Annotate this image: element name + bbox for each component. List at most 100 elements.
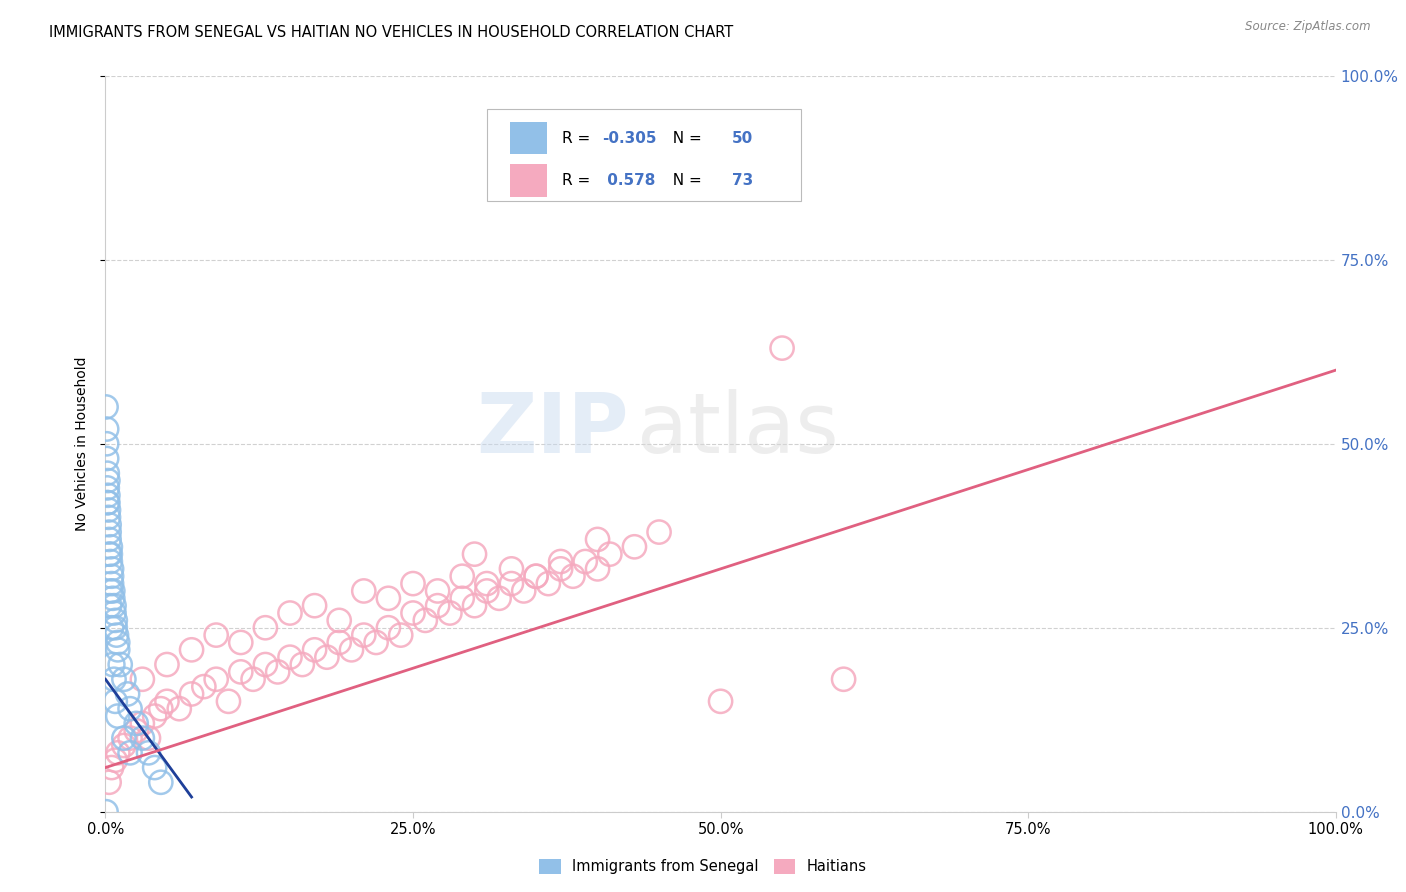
Point (131, 673, 153, 687)
FancyBboxPatch shape (486, 109, 800, 201)
Point (832, 673, 855, 687)
Point (120, 701, 141, 715)
Point (103, 599, 125, 613)
Point (156, 694, 179, 708)
Point (562, 569, 585, 583)
Point (105, 628, 128, 642)
Point (488, 591, 510, 606)
Point (120, 746, 141, 760)
Point (315, 650, 337, 665)
Text: R =: R = (562, 173, 595, 188)
Point (156, 657, 179, 672)
Point (623, 540, 645, 554)
Point (98, 540, 122, 554)
Point (205, 673, 228, 687)
Point (451, 591, 474, 606)
Point (98, 517, 121, 532)
Point (586, 562, 609, 576)
Point (112, 673, 135, 687)
Point (100, 760, 122, 774)
Point (125, 716, 148, 731)
Text: Source: ZipAtlas.com: Source: ZipAtlas.com (1246, 20, 1371, 33)
Point (97, 474, 120, 488)
Point (328, 635, 350, 649)
Point (149, 701, 172, 715)
Point (143, 709, 166, 723)
Point (98, 599, 121, 613)
Y-axis label: No Vehicles in Household: No Vehicles in Household (75, 357, 89, 531)
Point (107, 635, 129, 649)
Point (353, 628, 375, 642)
Point (96, 496, 118, 510)
Point (100, 569, 122, 583)
Point (96, 422, 118, 436)
Point (110, 657, 132, 672)
Point (513, 583, 536, 598)
Point (550, 562, 572, 576)
Point (96, 481, 118, 495)
Point (104, 694, 127, 708)
Point (101, 591, 124, 606)
Point (94, 805, 117, 819)
Point (770, 341, 793, 355)
Bar (510, 122, 547, 154)
Point (501, 562, 523, 576)
Text: N =: N = (662, 173, 706, 188)
Point (402, 606, 425, 620)
Text: R =: R = (562, 130, 595, 145)
Point (426, 599, 449, 613)
Point (524, 569, 547, 583)
Point (278, 650, 301, 665)
Point (377, 591, 399, 606)
Point (96, 466, 118, 480)
Text: atlas: atlas (637, 389, 838, 469)
Point (98, 775, 121, 789)
Point (100, 562, 122, 576)
Point (112, 739, 135, 753)
Point (291, 657, 314, 672)
Point (254, 621, 277, 635)
Point (100, 621, 122, 635)
Point (125, 723, 148, 738)
Point (229, 635, 252, 649)
Point (120, 731, 141, 746)
Point (97, 510, 120, 524)
Point (267, 665, 290, 679)
Point (439, 606, 461, 620)
Point (710, 694, 733, 708)
Point (451, 569, 474, 583)
Point (550, 554, 572, 569)
Point (98, 533, 121, 547)
Point (648, 524, 671, 539)
Point (229, 665, 252, 679)
Text: 0.578: 0.578 (603, 173, 655, 188)
Point (599, 547, 621, 561)
Point (104, 621, 127, 635)
Point (138, 746, 160, 760)
Point (377, 621, 399, 635)
Point (97, 488, 120, 502)
Point (97, 503, 120, 517)
Legend: Immigrants from Senegal, Haitians: Immigrants from Senegal, Haitians (533, 853, 873, 880)
Point (501, 576, 523, 591)
Text: 50: 50 (731, 130, 752, 145)
Point (524, 569, 547, 583)
Point (278, 606, 301, 620)
Point (107, 709, 129, 723)
Point (475, 583, 498, 598)
Point (402, 576, 425, 591)
Point (98, 583, 122, 598)
Point (353, 583, 375, 598)
Point (218, 694, 240, 708)
Point (112, 731, 135, 746)
Point (340, 642, 363, 657)
Point (143, 760, 166, 774)
Point (98, 547, 122, 561)
Point (104, 753, 127, 767)
Point (101, 583, 124, 598)
Point (101, 657, 124, 672)
Point (475, 576, 498, 591)
Point (100, 576, 122, 591)
Point (107, 746, 129, 760)
Point (131, 731, 153, 746)
